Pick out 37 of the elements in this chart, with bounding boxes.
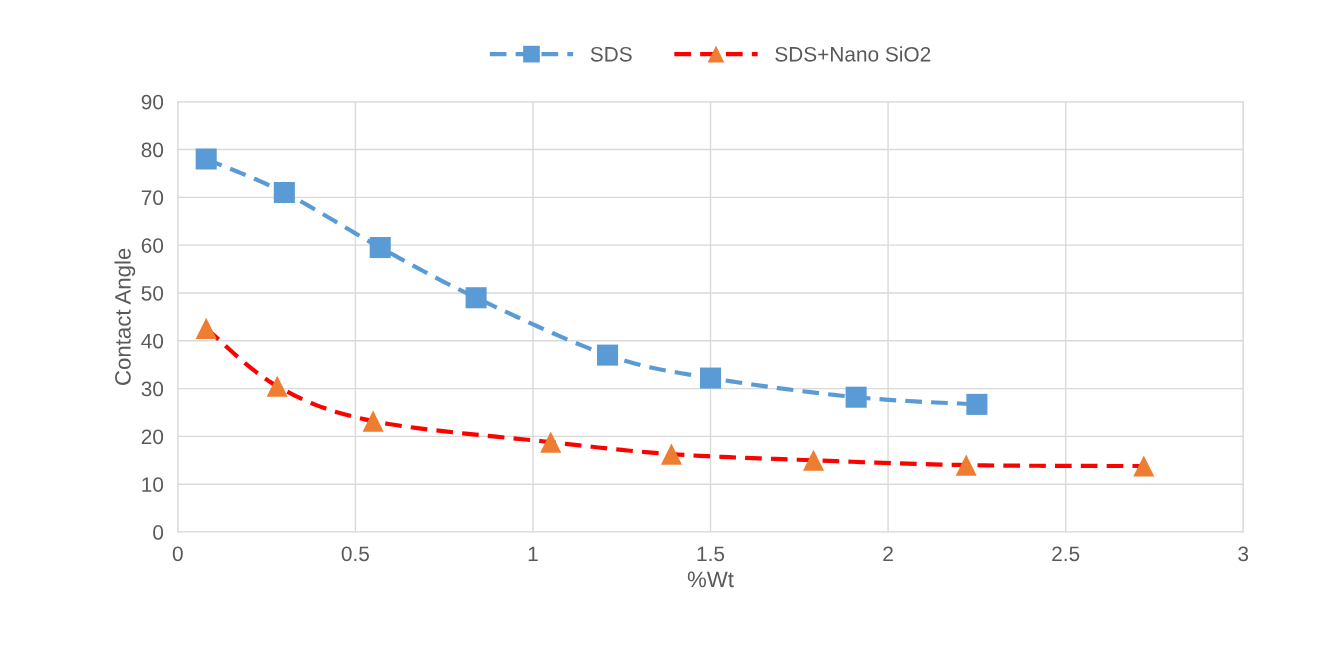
point [597,344,619,366]
y-tick-label: 60 [141,238,164,253]
x-tick-label: 3 [1238,546,1249,562]
y-tick-label: 80 [141,142,164,158]
point [195,148,217,170]
point [369,237,391,259]
y-tick-label: 30 [141,381,164,397]
y-tick-label: 40 [141,333,164,349]
point [845,386,867,408]
x-axis-title: %Wt [687,571,734,588]
x-tick-label: 1 [528,546,538,562]
point [540,431,562,453]
point [273,182,295,204]
x-tick-label: 0.5 [341,546,369,562]
point [660,443,682,465]
x-tick-label: 2.5 [1052,546,1080,562]
point [699,367,722,389]
point [465,287,487,309]
y-tick-label: 90 [141,94,164,110]
y-tick-label: 70 [141,190,164,206]
x-tick-label: 1.5 [697,546,725,562]
legend-label: SDS+Nano SiO2 [775,46,931,62]
y-tick-label: 0 [153,525,164,540]
point [1133,455,1155,477]
point [955,454,977,476]
y-axis-title: Contact Angle [114,248,136,385]
y-tick-label: 50 [141,285,164,301]
point [362,410,384,432]
legend-label: SDS [590,46,632,62]
y-tick-label: 20 [141,429,164,445]
x-tick-label: 2 [883,546,893,562]
point [195,317,217,339]
point [266,375,288,397]
point [966,393,988,415]
x-tick-label: 0 [172,546,183,562]
point [802,449,825,471]
y-tick-label: 10 [142,477,164,492]
